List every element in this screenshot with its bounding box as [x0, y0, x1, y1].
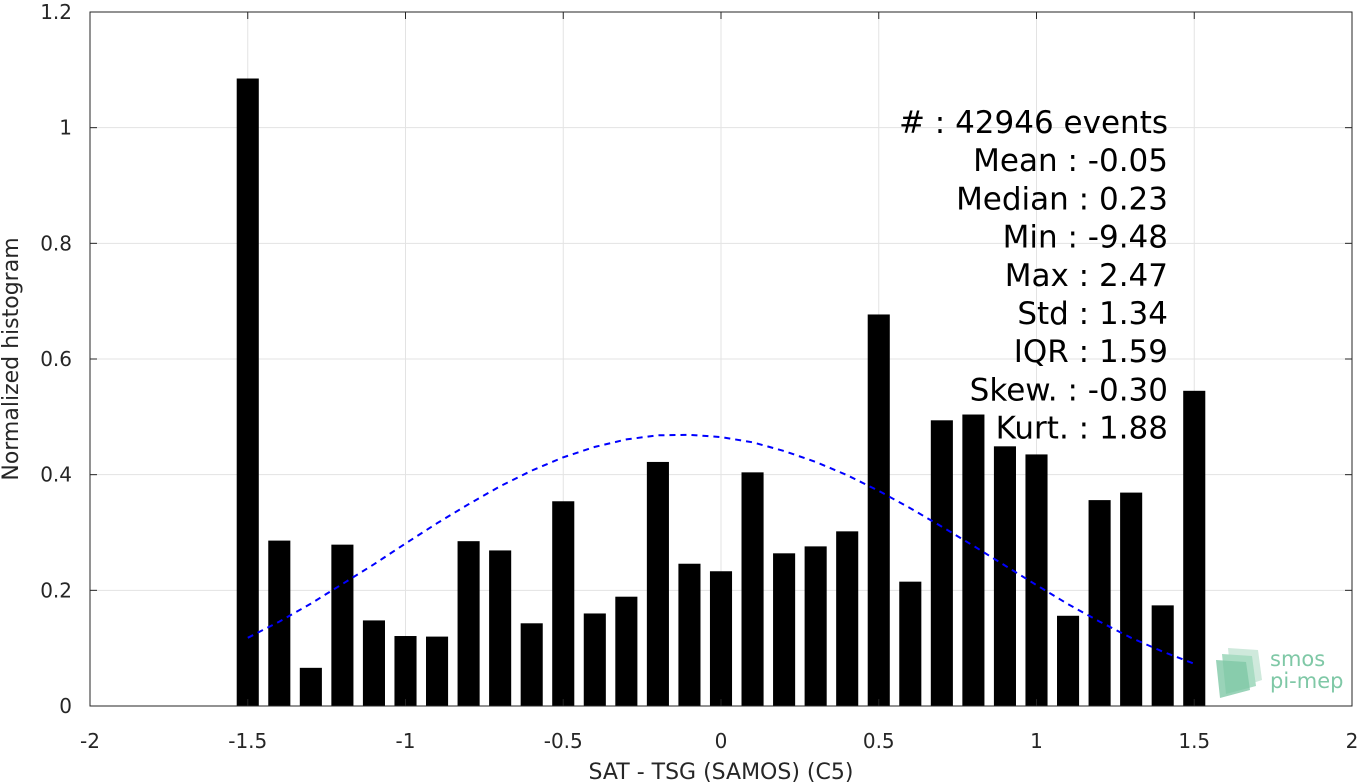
- histogram-bar: [394, 636, 417, 706]
- histogram-bar: [583, 613, 606, 706]
- histogram-bar: [1120, 492, 1143, 706]
- histogram-bar: [646, 461, 669, 706]
- stat-line: Max : 2.47: [1005, 258, 1168, 294]
- histogram-bar: [1151, 605, 1174, 706]
- histogram-bar: [362, 620, 385, 706]
- x-tick-label: -1: [396, 729, 416, 753]
- histogram-bar: [268, 540, 291, 706]
- x-tick-label: -0.5: [544, 729, 583, 753]
- histogram-bar: [489, 550, 512, 706]
- histogram-bar: [457, 541, 480, 706]
- x-tick-label: 0: [715, 729, 728, 753]
- x-tick-label: 1.5: [1178, 729, 1210, 753]
- histogram-bar: [331, 544, 354, 706]
- histogram-bar: [709, 571, 733, 706]
- x-tick-label: 2: [1346, 729, 1359, 753]
- y-tick-label: 0: [59, 694, 72, 718]
- y-tick-label: 0.2: [40, 578, 72, 602]
- histogram-bar: [615, 596, 638, 706]
- histogram-bar: [773, 553, 796, 706]
- y-axis-label: Normalized histogram: [0, 237, 24, 480]
- y-tick-labels: 0 0.2 0.4 0.6 0.8 1 1.2: [40, 0, 72, 718]
- stat-line: # : 42946 events: [899, 105, 1168, 141]
- histogram-bar: [678, 563, 701, 706]
- stat-line: Min : -9.48: [1003, 220, 1168, 256]
- histogram-bar: [804, 546, 827, 706]
- histogram-bar: [1088, 500, 1111, 706]
- histogram-bar: [236, 78, 259, 707]
- stat-line: Median : 0.23: [956, 181, 1168, 217]
- y-tick-label: 1.2: [40, 0, 72, 24]
- histogram-bar: [1025, 454, 1048, 706]
- histogram-bar: [962, 414, 985, 706]
- x-tick-label: -2: [80, 729, 100, 753]
- stat-line: IQR : 1.59: [1014, 334, 1168, 370]
- x-axis-label: SAT - TSG (SAMOS) (C5): [589, 760, 854, 784]
- logo-graphic: [1216, 648, 1262, 698]
- y-tick-label: 0.8: [40, 231, 72, 255]
- y-tick-label: 0.4: [40, 463, 72, 487]
- histogram-bar: [1183, 390, 1206, 706]
- stat-line: Mean : -0.05: [973, 143, 1168, 179]
- histogram-bar: [741, 472, 764, 706]
- x-tick-labels: -2 -1.5 -1 -0.5 0 0.5 1 1.5 2: [80, 729, 1358, 753]
- histogram-bar: [520, 623, 543, 706]
- y-tick-label: 1: [59, 116, 72, 140]
- histogram-bar: [930, 420, 953, 706]
- histogram-bar: [1057, 615, 1080, 706]
- x-tick-label: 0.5: [863, 729, 895, 753]
- histogram-bar: [899, 581, 922, 706]
- histogram-bars: [236, 78, 1206, 707]
- histogram-bar: [299, 667, 322, 706]
- histogram-bar: [836, 531, 859, 706]
- logo-line1: smos: [1270, 647, 1325, 671]
- y-tick-label: 0.6: [40, 347, 72, 371]
- histogram-bar: [867, 314, 890, 706]
- stat-line: Skew. : -0.30: [970, 372, 1168, 408]
- histogram-bar: [426, 636, 449, 706]
- stat-line: Std : 1.34: [1017, 296, 1168, 332]
- histogram-bar: [552, 501, 575, 706]
- stat-line: Kurt. : 1.88: [996, 411, 1168, 447]
- x-tick-label: -1.5: [228, 729, 267, 753]
- histogram-bar: [993, 446, 1016, 706]
- logo-line2: pi-mep: [1270, 669, 1343, 693]
- axis-ticks: [89, 11, 1353, 707]
- smos-pimep-logo: smos pi-mep: [1216, 647, 1343, 698]
- x-tick-label: 1: [1030, 729, 1043, 753]
